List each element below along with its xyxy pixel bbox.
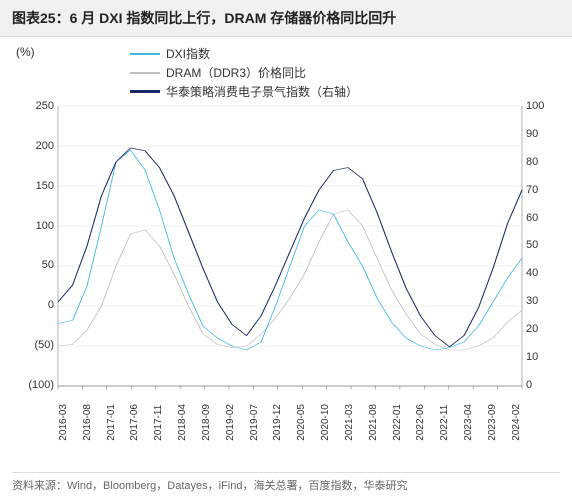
y-left-tick: (50) xyxy=(16,340,54,351)
y-right-tick: 20 xyxy=(526,324,558,335)
x-tick: 2022-01 xyxy=(392,404,403,441)
y-left-tick: (100) xyxy=(16,380,54,391)
x-tick: 2021-08 xyxy=(368,404,379,441)
x-tick: 2019-12 xyxy=(272,404,283,441)
source-text: 资料来源：Wind，Bloomberg，Datayes，iFind，海关总署，百… xyxy=(12,472,560,494)
plot-area: 250200150100500(50)(100) 100908070605040… xyxy=(58,106,522,386)
x-tick: 2018-09 xyxy=(201,404,212,441)
x-tick: 2020-05 xyxy=(296,404,307,441)
y-right-tick: 100 xyxy=(526,101,558,112)
y-right-tick: 30 xyxy=(526,296,558,307)
x-tick: 2024-02 xyxy=(511,404,522,441)
y-axis-right: 1009080706050403020100 xyxy=(526,106,558,386)
legend-label-3: 华泰策略消费电子景气指数（右轴） xyxy=(166,83,358,100)
y-right-tick: 80 xyxy=(526,157,558,168)
y-right-tick: 40 xyxy=(526,268,558,279)
x-tick: 2021-03 xyxy=(344,404,355,441)
x-tick: 2017-06 xyxy=(129,404,140,441)
x-tick: 2023-09 xyxy=(487,404,498,441)
legend-label-1: DXI指数 xyxy=(166,45,210,62)
x-tick: 2017-11 xyxy=(153,404,164,441)
legend-swatch-1 xyxy=(130,53,160,55)
y-left-tick: 50 xyxy=(16,260,54,271)
y-right-tick: 0 xyxy=(526,380,558,391)
x-tick: 2022-11 xyxy=(439,404,450,441)
y-left-tick: 150 xyxy=(16,181,54,192)
y-left-tick: 0 xyxy=(16,300,54,311)
chart-container: (%) DXI指数 DRAM（DDR3）价格同比 华泰策略消费电子景气指数（右轴… xyxy=(0,37,572,457)
legend-item-dxi: DXI指数 xyxy=(130,45,210,62)
legend-item-huatai: 华泰策略消费电子景气指数（右轴） xyxy=(130,83,358,100)
legend-item-dram: DRAM（DDR3）价格同比 xyxy=(130,64,306,81)
y-axis-unit: (%) xyxy=(16,45,35,59)
x-tick: 2019-07 xyxy=(249,404,260,441)
x-tick: 2016-08 xyxy=(82,404,93,441)
y-left-tick: 200 xyxy=(16,141,54,152)
x-tick: 2023-04 xyxy=(463,404,474,441)
y-right-tick: 90 xyxy=(526,129,558,140)
x-tick: 2018-04 xyxy=(177,404,188,441)
legend-swatch-2 xyxy=(130,72,160,74)
legend: DXI指数 DRAM（DDR3）价格同比 华泰策略消费电子景气指数（右轴） xyxy=(130,45,562,100)
x-axis: 2016-03 2016-08 2017-01 2017-06 2017-11 2018-… xyxy=(58,404,522,441)
chart-title: 图表25：6 月 DXI 指数同比上行，DRAM 存储器价格同比回升 xyxy=(0,0,572,37)
y-axis-left: 250200150100500(50)(100) xyxy=(16,106,54,386)
plot-svg xyxy=(58,106,522,386)
y-right-tick: 50 xyxy=(526,240,558,251)
x-tick: 2022-06 xyxy=(415,404,426,441)
legend-swatch-3 xyxy=(130,90,160,93)
x-tick: 2017-01 xyxy=(106,404,117,441)
legend-label-2: DRAM（DDR3）价格同比 xyxy=(166,64,306,81)
y-left-tick: 100 xyxy=(16,221,54,232)
y-right-tick: 60 xyxy=(526,213,558,224)
y-right-tick: 10 xyxy=(526,352,558,363)
x-tick: 2019-02 xyxy=(225,404,236,441)
y-left-tick: 250 xyxy=(16,101,54,112)
x-tick: 2016-03 xyxy=(58,404,69,441)
x-tick: 2020-10 xyxy=(320,404,331,441)
y-right-tick: 70 xyxy=(526,185,558,196)
